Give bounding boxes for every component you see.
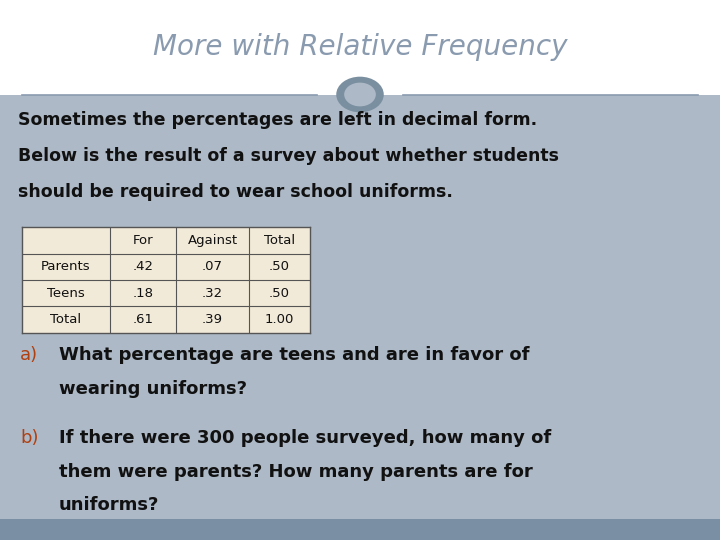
Text: .39: .39 — [202, 313, 223, 326]
Text: Total: Total — [264, 234, 294, 247]
Text: If there were 300 people surveyed, how many of: If there were 300 people surveyed, how m… — [59, 429, 552, 447]
Text: 1.00: 1.00 — [264, 313, 294, 326]
Text: More with Relative Frequency: More with Relative Frequency — [153, 33, 567, 61]
Text: Against: Against — [187, 234, 238, 247]
Text: .50: .50 — [269, 287, 289, 300]
Text: For: For — [132, 234, 153, 247]
Text: Parents: Parents — [41, 260, 91, 273]
Text: them were parents? How many parents are for: them were parents? How many parents are … — [59, 463, 533, 481]
Text: .50: .50 — [269, 260, 289, 273]
Text: .07: .07 — [202, 260, 223, 273]
Text: Sometimes the percentages are left in decimal form.: Sometimes the percentages are left in de… — [18, 111, 537, 129]
Text: .32: .32 — [202, 287, 223, 300]
Text: Below is the result of a survey about whether students: Below is the result of a survey about wh… — [18, 147, 559, 165]
Text: .61: .61 — [132, 313, 153, 326]
Text: a): a) — [20, 346, 38, 364]
Text: uniforms?: uniforms? — [59, 496, 159, 514]
Text: Total: Total — [50, 313, 81, 326]
Text: wearing uniforms?: wearing uniforms? — [59, 380, 247, 397]
Text: .18: .18 — [132, 287, 153, 300]
Text: .42: .42 — [132, 260, 153, 273]
Text: Teens: Teens — [47, 287, 84, 300]
Text: What percentage are teens and are in favor of: What percentage are teens and are in fav… — [59, 346, 529, 364]
Text: b): b) — [20, 429, 39, 447]
Text: should be required to wear school uniforms.: should be required to wear school unifor… — [18, 183, 453, 201]
